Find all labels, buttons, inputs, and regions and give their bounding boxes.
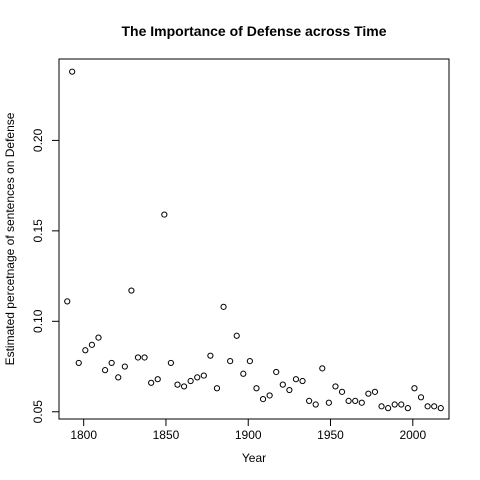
x-tick-label: 1900 (235, 428, 262, 442)
y-tick-label: 0.10 (31, 309, 45, 333)
x-tick-label: 1800 (70, 428, 97, 442)
chart-title: The Importance of Defense across Time (121, 23, 386, 39)
x-axis-label: Year (242, 451, 266, 465)
x-tick-label: 1850 (153, 428, 180, 442)
y-axis-label: Estimated percetnage of sentences on Def… (3, 112, 17, 365)
x-tick-label: 1950 (317, 428, 344, 442)
y-tick-label: 0.20 (31, 128, 45, 152)
y-tick-label: 0.15 (31, 219, 45, 243)
x-tick-label: 2000 (399, 428, 426, 442)
y-tick-label: 0.05 (31, 400, 45, 424)
